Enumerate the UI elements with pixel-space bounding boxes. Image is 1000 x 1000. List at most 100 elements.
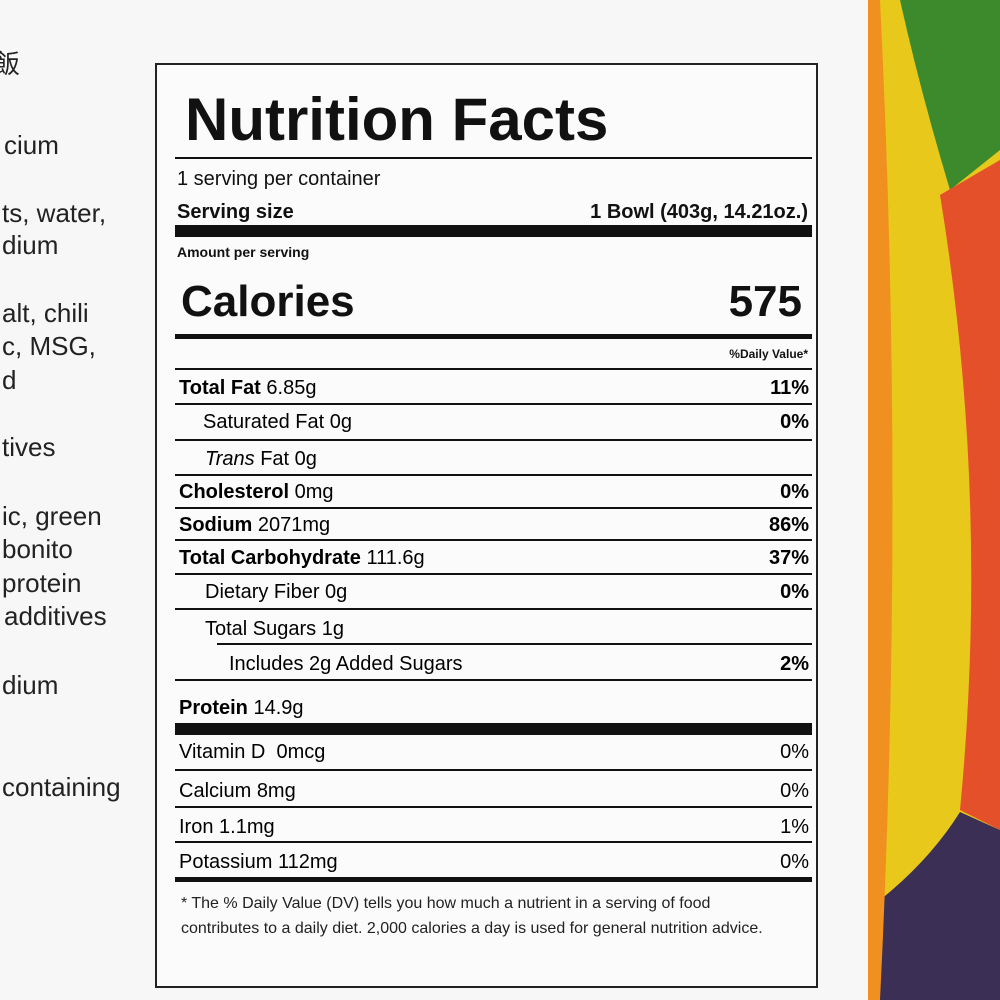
rule [175, 474, 812, 476]
left-text: cium [4, 130, 59, 160]
nutrient-dv: 0% [780, 581, 809, 603]
nutrient-name: Potassium [179, 851, 273, 873]
nutrient-amount: 111.6g [366, 547, 425, 569]
nutrient-row: Saturated Fat 0g 0% [203, 409, 809, 435]
serving-size-label: Serving size [177, 201, 294, 223]
calories-value: 575 [728, 277, 802, 326]
nutrient-amount: 0mcg [276, 741, 326, 763]
nutrient-row: Potassium 112mg 0% [179, 849, 809, 875]
left-text: dium [2, 670, 59, 700]
nutrient-amount: 1g [321, 618, 344, 640]
medium-rule [175, 334, 812, 339]
nutrient-name: Total Carbohydrate [179, 547, 361, 569]
left-text: tives [2, 432, 56, 462]
rule [175, 403, 812, 405]
nutrient-dv: 0% [780, 780, 809, 802]
amount-per-serving: Amount per serving [177, 244, 310, 260]
nutrient-amount: 14.9g [253, 697, 304, 719]
nutrient-dv: 0% [780, 411, 809, 433]
nutrient-name: Calcium [179, 780, 252, 802]
left-text: additives [4, 601, 107, 631]
rule [175, 157, 812, 159]
purple-band [880, 812, 1000, 1000]
rule [175, 608, 812, 610]
nutrient-dv: 1% [780, 816, 809, 838]
nutrient-name: Fat [260, 448, 290, 470]
left-text: 飯 [0, 49, 21, 79]
nutrient-row: Vitamin D 0mcg 0% [179, 739, 809, 765]
nutrient-dv: 0% [780, 741, 809, 763]
green-band [900, 0, 1000, 190]
nutrient-name-italic: Trans [205, 448, 255, 470]
rule [175, 679, 812, 681]
nutrient-row: Total Fat 6.85g 11% [179, 375, 809, 401]
nutrient-amount: 1.1mg [219, 816, 275, 838]
nutrient-dv: 11% [770, 377, 809, 399]
nutrient-row: Protein 14.9g [179, 695, 809, 721]
nutrient-dv: 37% [768, 547, 809, 569]
nutrient-name: Total Sugars [205, 618, 317, 640]
nutrient-row: Total Carbohydrate 111.6g 37% [179, 545, 809, 571]
nutrient-name: Includes 2g Added Sugars [229, 653, 463, 675]
nutrient-amount: 0mg [294, 481, 334, 503]
rule [175, 769, 812, 771]
nutrient-amount: 112mg [277, 851, 338, 873]
nutrient-name: Vitamin D [179, 741, 266, 763]
nutrient-amount: 6.85g [266, 377, 317, 399]
servings: 1 serving per container [177, 168, 381, 190]
footnote: * The % Daily Value (DV) tells you how m… [181, 895, 763, 937]
nutrient-row: Sodium 2071mg 86% [179, 512, 809, 538]
nutrient-row: Trans Fat 0g [205, 446, 809, 472]
daily-value-header: %Daily Value* [729, 347, 808, 361]
rule [175, 507, 812, 509]
nutrient-row: Dietary Fiber 0g 0% [205, 579, 809, 605]
calories-label: Calories [181, 277, 355, 326]
left-text: ts, water, [2, 198, 107, 228]
rule [175, 573, 812, 575]
rule [175, 368, 812, 370]
left-text: bonito [2, 534, 73, 564]
nutrient-row: Iron 1.1mg 1% [179, 814, 809, 840]
nutrient-amount: 0g [329, 411, 352, 433]
left-text: dium [2, 230, 59, 260]
medium-rule [175, 877, 812, 882]
thick-rule [175, 723, 812, 735]
rule [175, 439, 812, 441]
serving-size-value: 1 Bowl (403g, 14.21oz.) [590, 201, 808, 223]
left-text: containing [2, 772, 121, 802]
label-title: Nutrition Facts [185, 86, 609, 153]
left-text: d [2, 365, 17, 395]
nutrient-row: Calcium 8mg 0% [179, 778, 809, 804]
nutrient-dv: 0% [780, 481, 809, 503]
left-text: alt, chili [2, 298, 89, 328]
nutrient-name: Sodium [179, 514, 253, 536]
red-band [940, 160, 1000, 830]
orange-edge [868, 0, 893, 1000]
rule [175, 841, 812, 843]
nutrient-amount: 0g [325, 581, 348, 603]
nutrient-row: Includes 2g Added Sugars 2% [229, 651, 809, 677]
rule [175, 539, 812, 541]
nutrient-name: Cholesterol [179, 481, 290, 503]
nutrient-amount: 8mg [256, 780, 296, 802]
rule [217, 643, 812, 645]
nutrient-amount: 2071mg [257, 514, 331, 536]
nutrient-row: Cholesterol 0mg 0% [179, 479, 809, 505]
nutrient-name: Dietary Fiber [205, 581, 320, 603]
nutrient-dv: 86% [768, 514, 809, 536]
nutrient-row: Total Sugars 1g [205, 616, 809, 642]
nutrient-dv: 2% [780, 653, 809, 675]
nutrient-name: Iron [179, 816, 214, 838]
nutrition-label: Nutrition Facts 1 serving per container … [155, 63, 818, 988]
left-text: c, MSG, [2, 331, 96, 361]
nutrient-name: Protein [179, 697, 248, 719]
left-text: ic, green [2, 501, 102, 531]
thick-rule [175, 225, 812, 237]
nutrient-dv: 0% [780, 851, 809, 873]
nutrient-amount: 0g [294, 448, 317, 470]
left-text: protein [2, 568, 82, 598]
rule [175, 806, 812, 808]
nutrient-name: Saturated Fat [203, 411, 325, 433]
